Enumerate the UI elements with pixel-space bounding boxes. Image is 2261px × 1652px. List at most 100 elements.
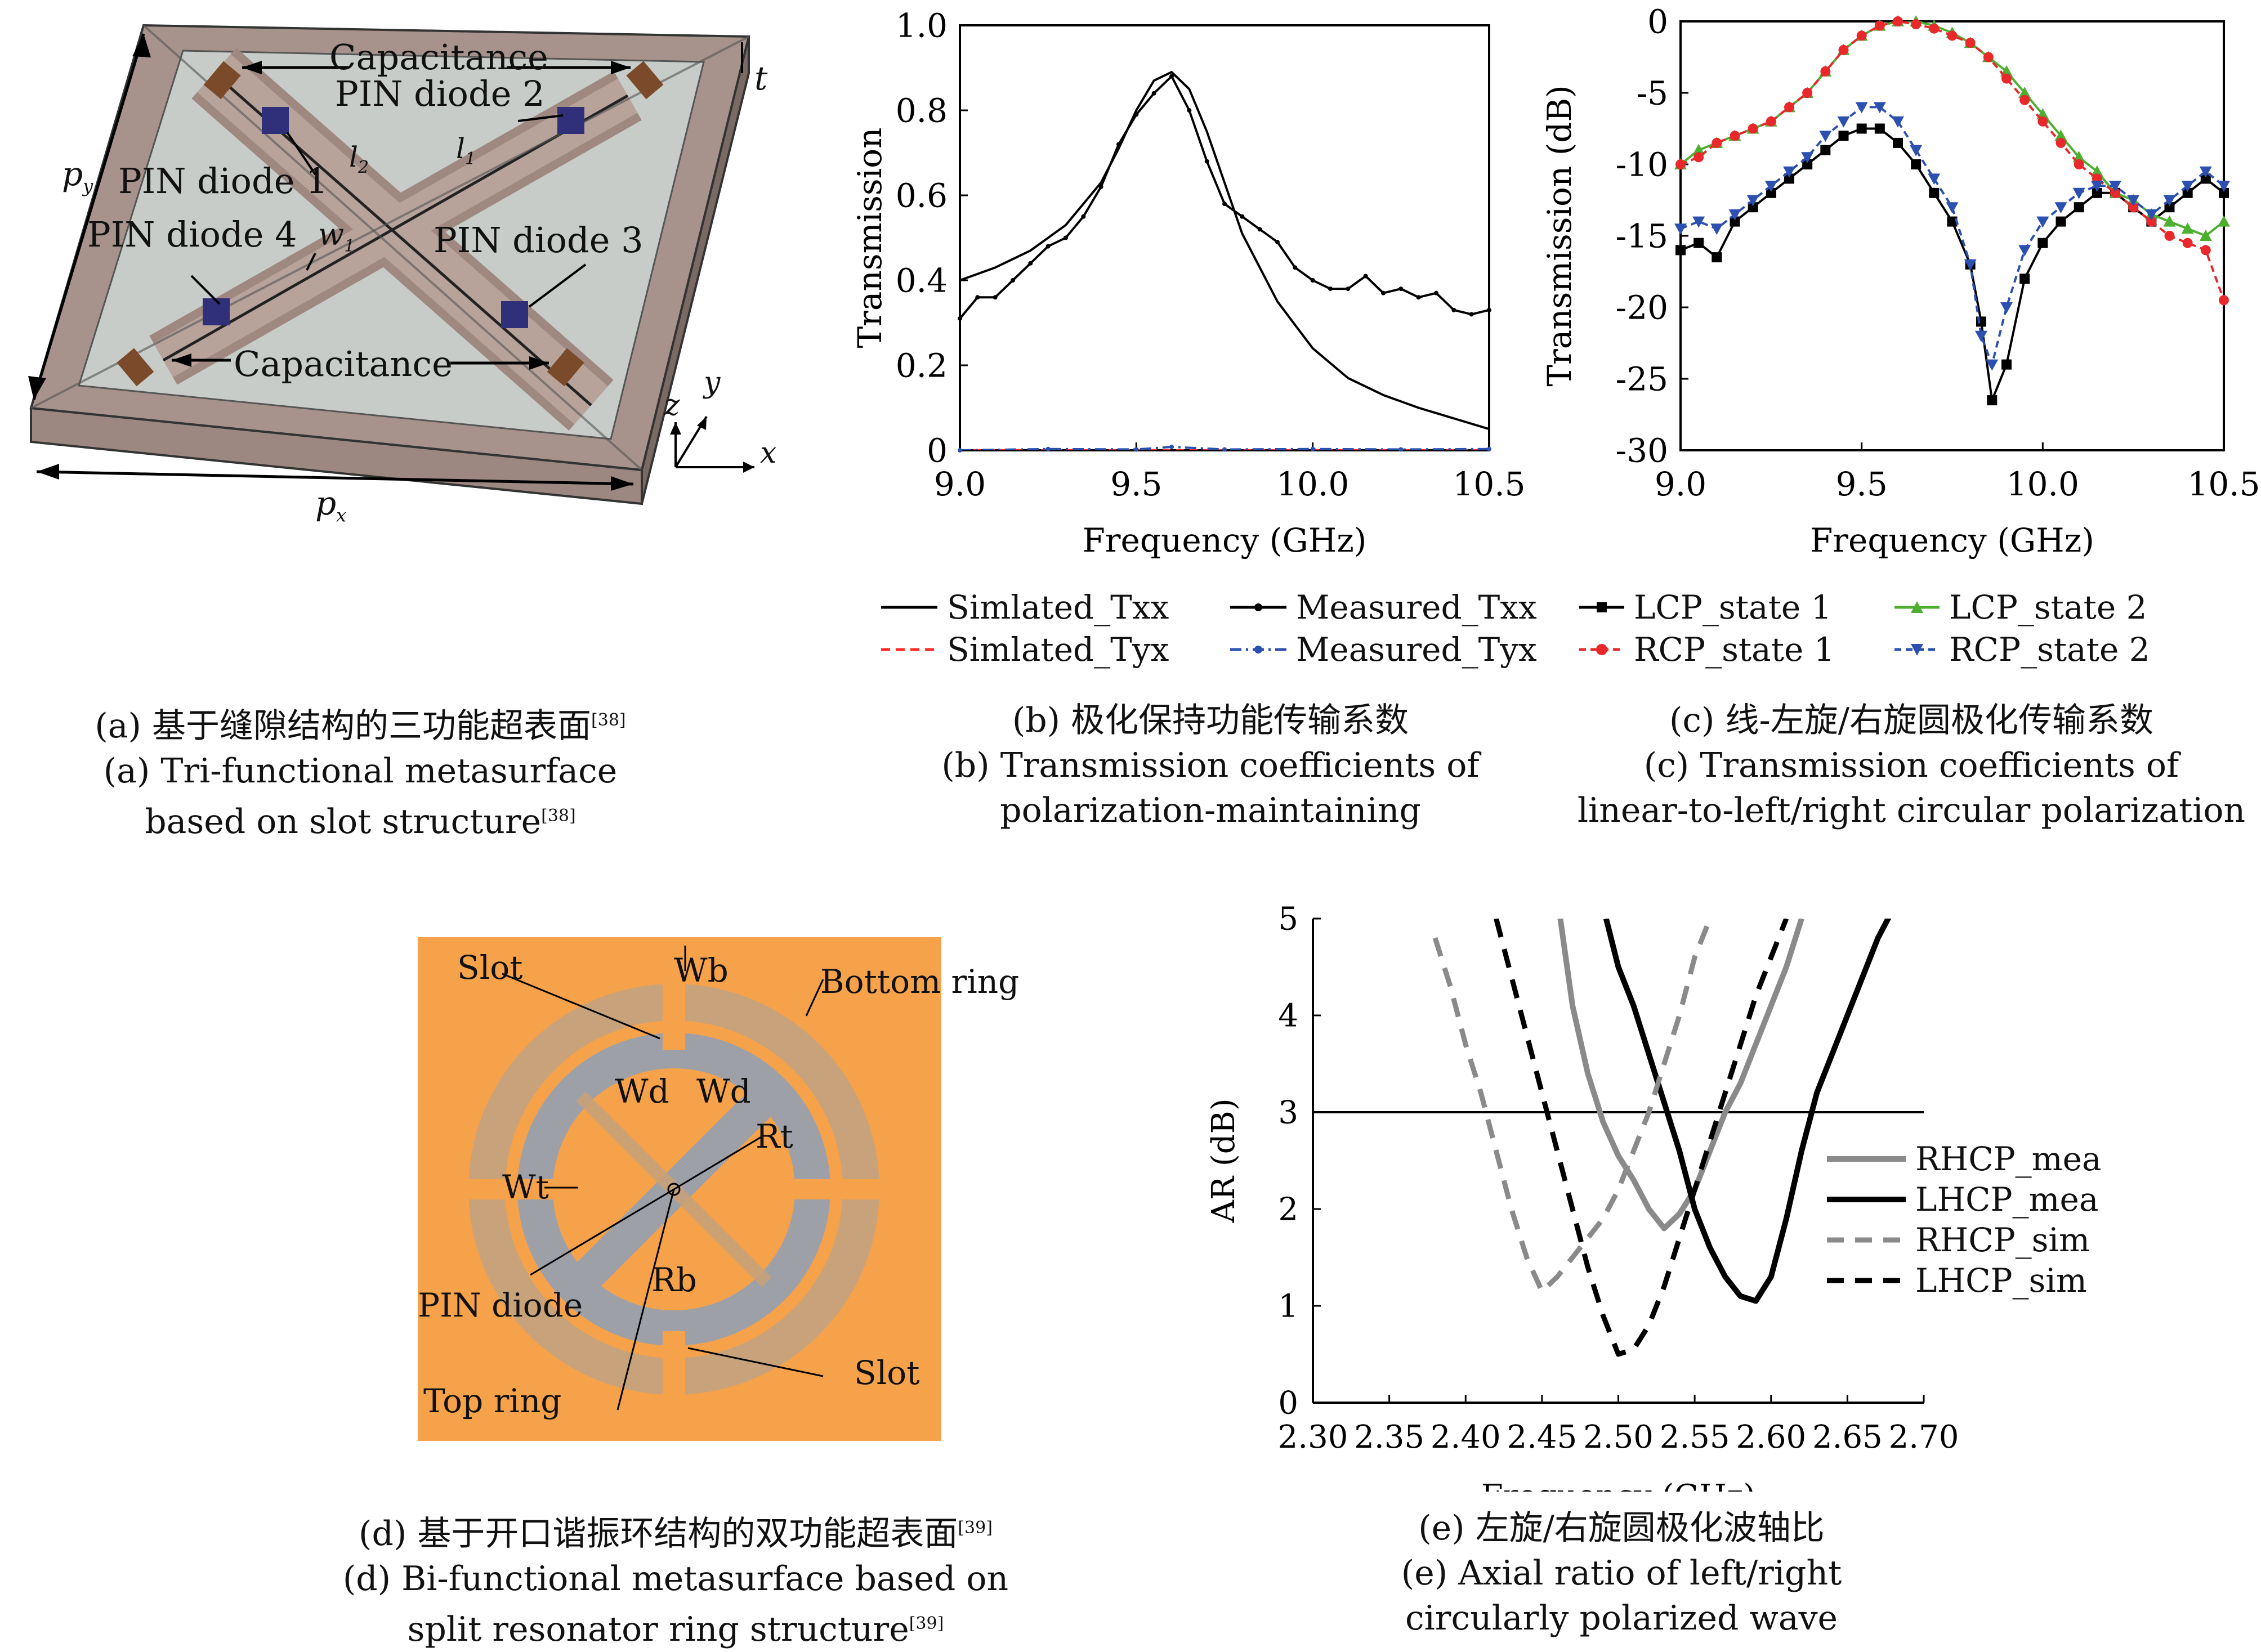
legend-b-label-3: Simlated_Tyx	[947, 630, 1169, 669]
series-3-marker	[2001, 73, 2012, 84]
label-wt: Wt	[502, 1168, 549, 1206]
x-tick-label: 9.5	[1836, 465, 1888, 503]
series-line-3	[1681, 21, 2224, 301]
x-tick-label: 10.0	[1276, 465, 1349, 503]
legend-b-item-3: Simlated_Tyx	[878, 630, 1169, 669]
series-4-marker	[1855, 102, 1868, 114]
label-wb: Wb	[674, 951, 729, 990]
y-tick-label: 0.6	[896, 176, 948, 214]
series-4-marker	[1928, 173, 1941, 185]
caption-c: (c) 线-左旋/右旋圆极化传输系数 (c) Transmission coef…	[1565, 698, 2258, 833]
label-axis-y: y	[704, 366, 721, 400]
chart-b: 9.0 9.5 10.0 10.5 0 0.2 0.4 0.6 0.8 1.0 Frequency …	[851, 6, 1526, 559]
y-tick-label: 0	[1278, 1385, 1298, 1422]
y-tick-label: 4	[1278, 998, 1298, 1035]
x-axis-label: Frequency (GHz)	[1481, 1478, 1755, 1492]
series-4-marker	[1674, 223, 1687, 235]
series-4-marker	[1728, 209, 1741, 221]
caption-a-en-2: based on slot structure	[145, 802, 542, 841]
series-2-point	[1346, 286, 1351, 292]
legend-c: LCP_state 1 LCP_state 2 RCP_state 1 RCP_…	[1576, 588, 2252, 690]
legend-e-label-3: RHCP_sim	[1915, 1221, 2090, 1259]
caption-d-en-2: split resonator ring structure	[407, 1610, 909, 1649]
caption-c-en-2: linear-to-left/right circular polarizati…	[1577, 791, 2246, 830]
label-bottom-ring: Bottom ring	[820, 962, 1020, 1001]
series-1-marker	[2019, 274, 2030, 284]
series-line-3	[1432, 919, 1713, 1294]
series-4-marker	[1946, 202, 1959, 214]
series-4-marker	[2109, 181, 2121, 192]
series-2-point	[1064, 235, 1068, 240]
label-top-ring: Top ring	[423, 1382, 562, 1420]
series-2-point	[1416, 295, 1421, 300]
series-4-marker	[1801, 152, 1814, 164]
caption-b: (b) 极化保持功能传输系数 (b) Transmission coeffici…	[901, 698, 1520, 833]
series-3-marker	[1820, 66, 1831, 77]
y-axis-label: AR (dB)	[1205, 1098, 1242, 1223]
y-tick-label: -25	[1616, 360, 1668, 398]
label-l1: l1	[456, 132, 476, 169]
series-4-point	[1398, 447, 1404, 452]
y-tick-label: 1.0	[896, 6, 948, 44]
series-3-marker	[2056, 137, 2066, 148]
plot-frame	[1679, 20, 2225, 451]
series-1-marker	[1766, 187, 1776, 198]
series-2-marker	[1692, 144, 1705, 155]
series-4-point	[1487, 446, 1491, 451]
label-axis-z: z	[664, 388, 680, 422]
legend-e-swatch-3	[1827, 1237, 1906, 1243]
label-slot-bottom: Slot	[854, 1354, 920, 1392]
panel-a-illustration: Capacitance PIN diode 2 t py PIN diode 1…	[23, 11, 777, 526]
series-3-marker	[1730, 131, 1740, 141]
series-4-marker	[2090, 181, 2103, 192]
series-3-marker	[1838, 44, 1849, 55]
series-line-2	[960, 75, 1489, 320]
legend-c-item-1: LCP_state 1	[1576, 588, 1832, 626]
legend-e-swatch-1	[1827, 1156, 1906, 1162]
legend-e-label-1: RHCP_mea	[1915, 1140, 2102, 1178]
series-1-marker	[1893, 137, 1903, 148]
legend-e-label-2: LHCP_mea	[1915, 1180, 2099, 1219]
series-1-marker	[1947, 216, 1958, 227]
series-1-marker	[2219, 187, 2229, 198]
x-tick-label: 9.5	[1110, 465, 1162, 503]
series-1-marker	[1802, 159, 1813, 169]
series-3-marker	[1802, 88, 1813, 98]
series-4-marker	[1764, 181, 1777, 192]
label-l2: l2	[349, 141, 369, 177]
legend-e-item-4: LHCP_sim	[1824, 1261, 2087, 1300]
x-tick-label: 2.30	[1278, 1419, 1348, 1456]
caption-a-ref-1: [38]	[591, 710, 626, 730]
series-1-marker	[2001, 359, 2012, 370]
x-tick-label: 2.45	[1507, 1419, 1578, 1456]
label-px: px	[315, 484, 347, 526]
series-1-marker	[2074, 202, 2084, 213]
series-1-marker	[2164, 202, 2175, 213]
label-rb: Rb	[651, 1261, 697, 1299]
series-line-1	[1681, 127, 2224, 402]
legend-b-swatch-2	[1230, 603, 1286, 611]
y-tick-label: -10	[1616, 145, 1668, 183]
x-axis-label: Frequency (GHz)	[1083, 521, 1367, 559]
legend-c-label-1: LCP_state 1	[1634, 588, 1832, 626]
series-4-marker	[1986, 359, 1999, 371]
legend-e-item-3: RHCP_sim	[1824, 1221, 2090, 1259]
x-tick-label: 9.0	[1655, 465, 1706, 503]
x-tick-label: 2.55	[1660, 1419, 1730, 1456]
series-line-1	[960, 71, 1489, 431]
series-2-point	[1381, 290, 1386, 296]
series-1-marker	[1730, 216, 1740, 227]
series-1-marker	[1856, 123, 1867, 134]
series-3-marker	[1893, 16, 1903, 26]
legend-b-item-1: Simlated_Txx	[878, 588, 1169, 626]
caption-b-en-2: polarization-maintaining	[1000, 791, 1421, 830]
label-w1: w1	[318, 217, 355, 256]
series-1-marker	[2092, 187, 2102, 198]
legend-c-item-3: RCP_state 1	[1576, 630, 1835, 669]
label-pin-diode-3: PIN diode 3	[434, 220, 644, 261]
series-2-point	[975, 295, 980, 300]
series-4-marker	[1964, 259, 1977, 271]
series-4-marker	[2072, 187, 2085, 199]
series-2-point	[1257, 227, 1262, 232]
series-4-marker	[1746, 195, 1759, 207]
